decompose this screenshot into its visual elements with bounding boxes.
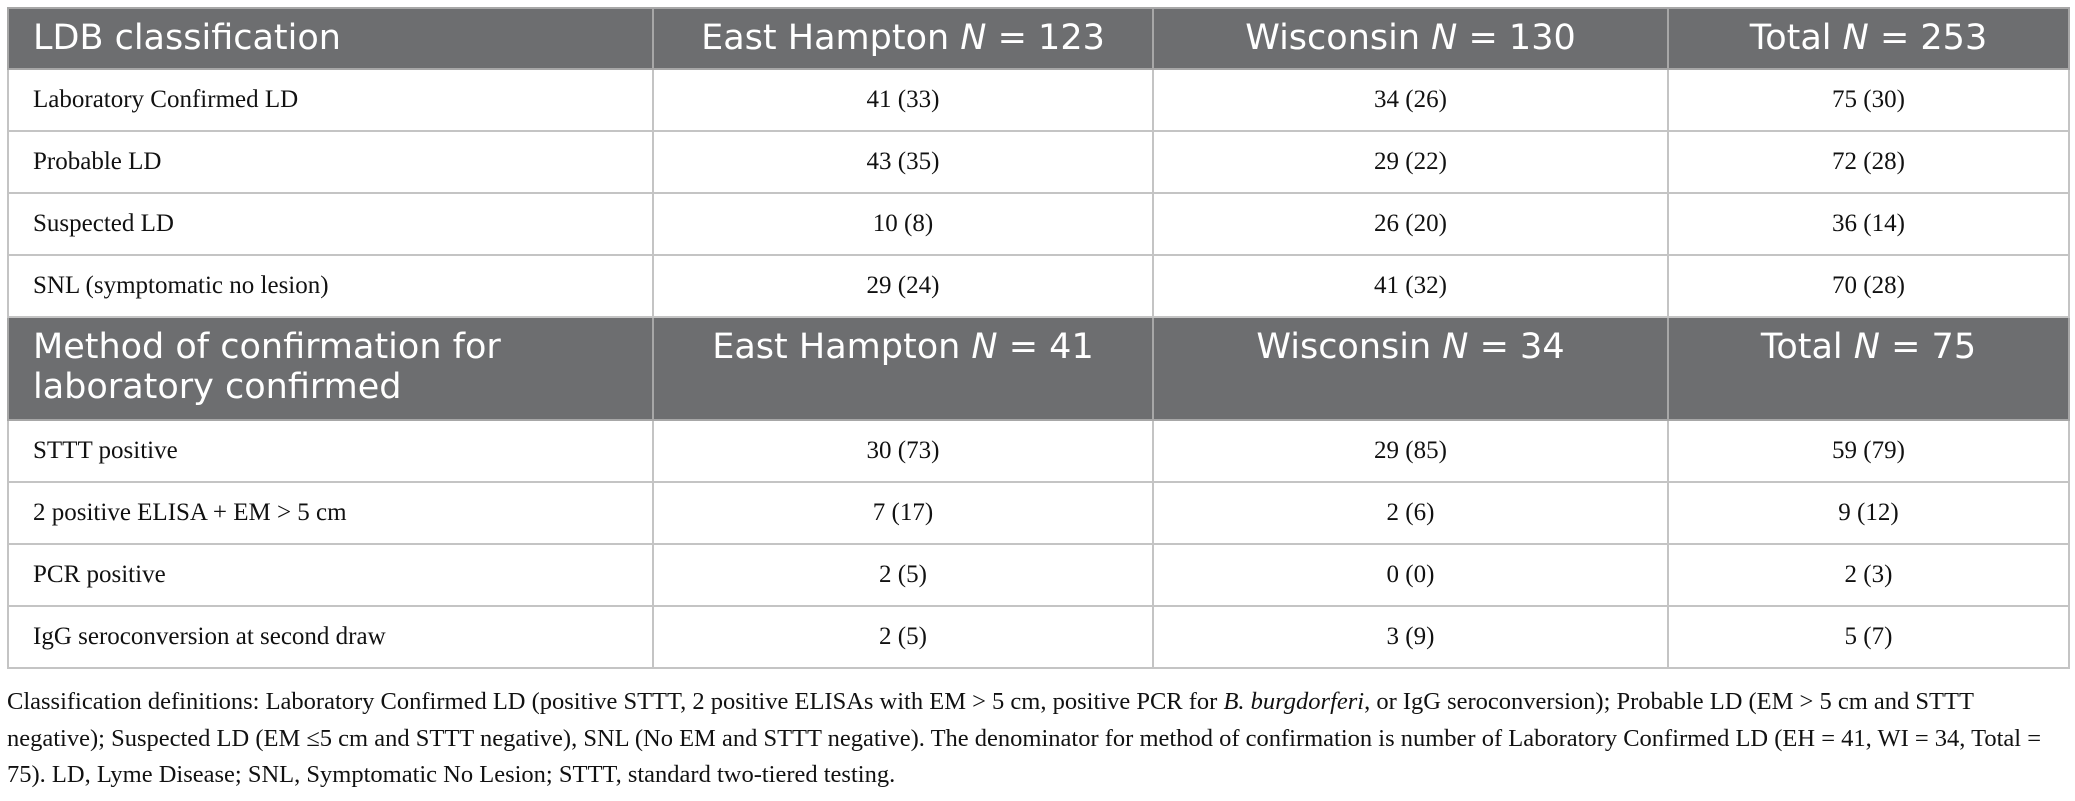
header-row: Method of confirmation for laboratory co…	[7, 316, 2070, 421]
footnote: Classification definitions: Laboratory C…	[7, 684, 2068, 794]
header-text: N	[1842, 18, 1869, 58]
row-label: 2 positive ELISA + EM > 5 cm	[7, 481, 654, 545]
cell-value: 26 (20)	[1152, 192, 1669, 256]
footnote-text: B. burgdorferi	[1223, 688, 1365, 715]
cell-value: 70 (28)	[1667, 254, 2070, 318]
header-text: LDB classification	[33, 18, 341, 58]
header-cell: Total N = 253	[1667, 7, 2070, 70]
cell-value: 0 (0)	[1152, 543, 1669, 607]
header-text: = 253	[1868, 18, 1988, 58]
cell-value: 30 (73)	[652, 419, 1154, 483]
row-label: Suspected LD	[7, 192, 654, 256]
cell-value: 10 (8)	[652, 192, 1154, 256]
footnote-text: , or IgG seroconversion); Probable LD (E…	[7, 688, 2042, 788]
cell-value: 59 (79)	[1667, 419, 2070, 483]
header-cell: LDB classification	[7, 7, 654, 70]
header-text: N	[960, 18, 987, 58]
data-row: 2 positive ELISA + EM > 5 cm 7 (17) 2 (6) 9…	[7, 481, 2070, 545]
footnote-text: Classification definitions: Laboratory C…	[7, 688, 1224, 715]
cell-value: 43 (35)	[652, 130, 1154, 194]
cell-value: 2 (5)	[652, 543, 1154, 607]
cell-value: 29 (22)	[1152, 130, 1669, 194]
cell-value: 36 (14)	[1667, 192, 2070, 256]
header-text: Wisconsin	[1256, 327, 1443, 367]
cell-value: 72 (28)	[1667, 130, 2070, 194]
header-text: East Hampton	[701, 18, 961, 58]
header-text: = 34	[1468, 327, 1565, 367]
cell-value: 2 (3)	[1667, 543, 2070, 607]
cell-value: 2 (5)	[652, 605, 1154, 669]
data-row: STTT positive 30 (73) 29 (85) 59 (79)	[7, 419, 2070, 483]
header-cell: Wisconsin N = 130	[1152, 7, 1669, 70]
header-text: = 123	[986, 18, 1105, 58]
header-text: N	[1431, 18, 1458, 58]
header-text: Total	[1749, 18, 1843, 58]
cell-value: 2 (6)	[1152, 481, 1669, 545]
cell-value: 5 (7)	[1667, 605, 2070, 669]
header-text: N	[971, 327, 998, 367]
data-row: PCR positive 2 (5) 0 (0) 2 (3)	[7, 543, 2070, 607]
data-row: Laboratory Confirmed LD 41 (33) 34 (26) 75 …	[7, 68, 2070, 132]
data-row: SNL (symptomatic no lesion) 29 (24) 41 (32…	[7, 254, 2070, 318]
data-row: Suspected LD 10 (8) 26 (20) 36 (14)	[7, 192, 2070, 256]
cell-value: 3 (9)	[1152, 605, 1669, 669]
header-cell: Method of confirmation for laboratory co…	[7, 316, 654, 421]
header-text: = 130	[1457, 18, 1576, 58]
row-label: IgG seroconversion at second draw	[7, 605, 654, 669]
cell-value: 41 (33)	[652, 68, 1154, 132]
cell-value: 75 (30)	[1667, 68, 2070, 132]
header-text: East Hampton	[712, 327, 972, 367]
row-label: SNL (symptomatic no lesion)	[7, 254, 654, 318]
header-text: Wisconsin	[1245, 18, 1432, 58]
header-text: N	[1853, 327, 1880, 367]
header-text: = 75	[1879, 327, 1977, 367]
header-text: Total	[1760, 327, 1854, 367]
data-row: IgG seroconversion at second draw 2 (5) 3 …	[7, 605, 2070, 669]
row-label: Probable LD	[7, 130, 654, 194]
cell-value: 9 (12)	[1667, 481, 2070, 545]
cell-value: 29 (85)	[1152, 419, 1669, 483]
table-body: LDB classification East Hampton N = 123 Wi…	[7, 7, 2070, 669]
header-text: N	[1442, 327, 1469, 367]
header-cell: Wisconsin N = 34	[1152, 316, 1669, 421]
row-label: STTT positive	[7, 419, 654, 483]
header-text: Method of confirmation for laboratory co…	[33, 327, 501, 407]
cell-value: 7 (17)	[652, 481, 1154, 545]
header-cell: East Hampton N = 123	[652, 7, 1154, 70]
header-cell: Total N = 75	[1667, 316, 2070, 421]
cell-value: 29 (24)	[652, 254, 1154, 318]
cell-value: 41 (32)	[1152, 254, 1669, 318]
row-label: Laboratory Confirmed LD	[7, 68, 654, 132]
header-cell: East Hampton N = 41	[652, 316, 1154, 421]
header-text: = 41	[997, 327, 1094, 367]
header-row: LDB classification East Hampton N = 123 Wi…	[7, 7, 2070, 70]
cell-value: 34 (26)	[1152, 68, 1669, 132]
data-table: LDB classification East Hampton N = 123 Wi…	[7, 7, 2070, 669]
row-label: PCR positive	[7, 543, 654, 607]
data-row: Probable LD 43 (35) 29 (22) 72 (28)	[7, 130, 2070, 194]
